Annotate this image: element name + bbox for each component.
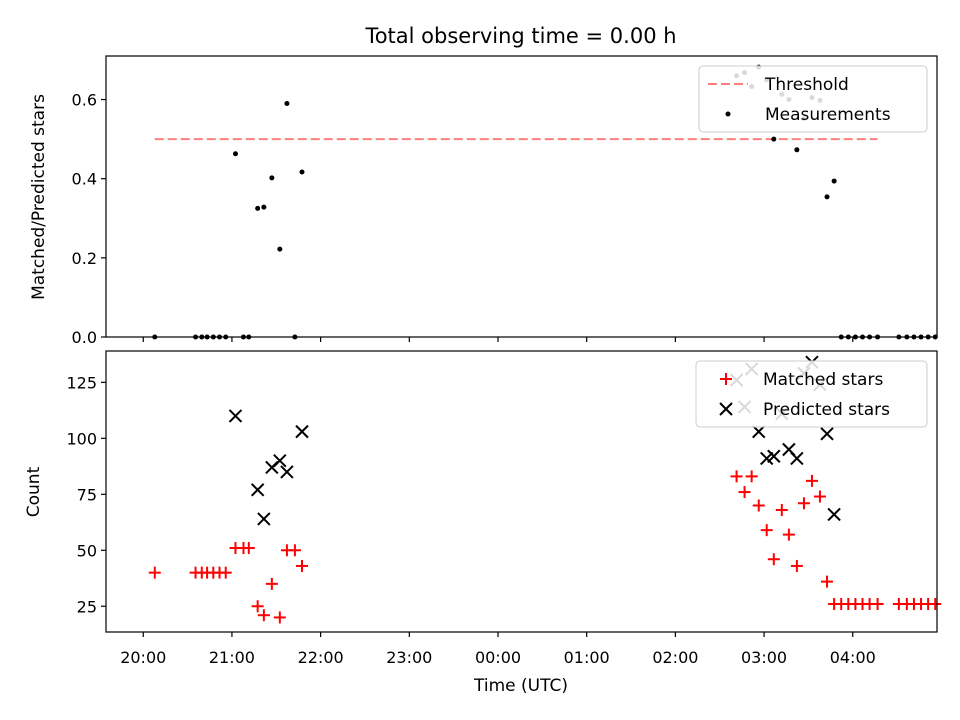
predicted-star-point (257, 512, 271, 526)
predicted-star-point (250, 483, 265, 497)
matched-star-point (760, 524, 773, 537)
matched-star-point (730, 470, 743, 483)
measurement-point (831, 178, 837, 184)
matched-star-point (219, 566, 232, 579)
matched-star-point (242, 542, 255, 555)
threshold-legend-label: Threshold (764, 75, 849, 95)
predicted-stars-legend-swatch (719, 402, 733, 416)
matched-star-point (745, 470, 758, 483)
predicted-stars-legend-label: Predicted stars (763, 400, 890, 420)
top-chart-legend: Threshold Measurements (698, 65, 928, 133)
top-chart-axis-ticks: 0.0 0.2 0.4 0.6 (72, 91, 854, 347)
bottom-chart-axis-ticks: 25 50 75 100 125 20:00 21:00 22:00 23:00 00:00 01:… (66, 373, 875, 667)
matched-star-point (738, 486, 751, 499)
matched-star-point (257, 609, 270, 622)
bottom-xtick-label: 01:00 (564, 648, 610, 667)
matched-star-point (767, 553, 780, 566)
top-ytick-label: 0.0 (72, 328, 97, 347)
bottom-chart-frame (105, 350, 938, 633)
measurement-point (824, 194, 830, 200)
bottom-ytick-label: 25 (77, 597, 97, 616)
measurements-legend-label: Measurements (765, 105, 891, 125)
predicted-star-point (827, 507, 841, 522)
predicted-star-point (280, 465, 294, 479)
matched-star-point (148, 566, 161, 579)
predicted-star-point (820, 427, 834, 441)
matched-star-point (288, 544, 301, 557)
predicted-star-point (752, 424, 766, 439)
top-ytick-label: 0.6 (72, 91, 97, 110)
matched-star-point (790, 559, 803, 572)
matched-star-point (929, 598, 942, 611)
bottom-ytick-label: 100 (66, 429, 97, 448)
measurement-point (255, 205, 261, 211)
matched-star-point (813, 490, 826, 503)
bottom-chart-ylabel: Count (24, 466, 44, 517)
measurement-point (794, 147, 800, 153)
matched-star-point (752, 499, 765, 512)
matched-star-point (782, 528, 795, 541)
top-ytick-label: 0.4 (72, 170, 97, 189)
predicted-star-point (295, 424, 309, 439)
matched-stars-legend-swatch (720, 373, 732, 385)
top-chart-ylabel: Matched/Predicted stars (29, 94, 49, 300)
measurement-point (771, 136, 777, 142)
predicted-star-point (767, 449, 781, 463)
top-chart-title: Total observing time = 0.00 h (364, 24, 676, 48)
bottom-xtick-label: 21:00 (209, 648, 255, 667)
measurement-point (261, 204, 267, 210)
bottom-xtick-label: 02:00 (652, 648, 698, 667)
bottom-xtick-label: 23:00 (386, 648, 432, 667)
bottom-ytick-label: 125 (66, 373, 97, 392)
measurement-point (299, 169, 305, 175)
bottom-xtick-label: 03:00 (741, 648, 787, 667)
bottom-chart-legend: Matched stars Predicted stars (695, 360, 928, 428)
matched-star-point (295, 559, 308, 572)
predicted-star-point (790, 451, 804, 466)
measurement-point (277, 246, 283, 252)
bottom-xtick-label: 04:00 (830, 648, 876, 667)
bottom-legend-box (695, 360, 928, 428)
bottom-xtick-label: 20:00 (120, 648, 166, 667)
top-ytick-label: 0.2 (72, 249, 97, 268)
measurement-point (269, 175, 275, 181)
bottom-ytick-label: 50 (77, 541, 97, 560)
top-chart-frame (105, 55, 938, 338)
predicted-star-point (273, 454, 287, 468)
bottom-xtick-label: 00:00 (475, 648, 521, 667)
bottom-ytick-label: 75 (77, 485, 97, 504)
matched-star-point (251, 600, 264, 613)
matched-star-point (821, 575, 834, 588)
matched-star-point (797, 497, 810, 510)
measurements-legend-swatch (725, 111, 731, 117)
predicted-star-point (228, 409, 243, 423)
measurement-point (284, 100, 290, 106)
matched-stars-legend-label: Matched stars (763, 370, 883, 390)
top-legend-box (698, 65, 928, 133)
matched-star-point (775, 503, 788, 516)
matched-star-point (265, 577, 278, 590)
measurement-point (232, 151, 238, 157)
matched-star-point (805, 474, 818, 487)
matched-star-point (871, 598, 884, 611)
bottom-chart-xlabel: Time (UTC) (473, 676, 568, 696)
matched-star-point (273, 611, 286, 624)
bottom-xtick-label: 22:00 (298, 648, 344, 667)
